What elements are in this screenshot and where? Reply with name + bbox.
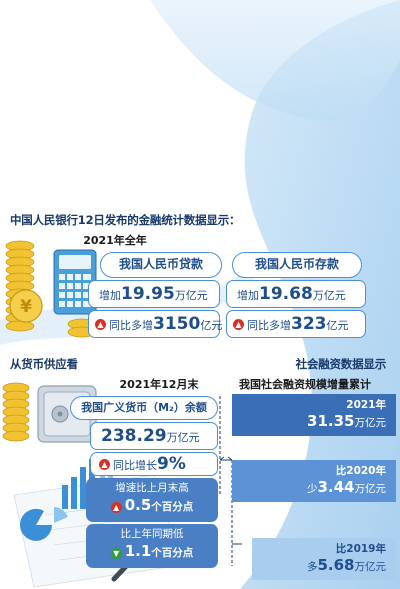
loans-increase-box: 增加19.95万亿元 [88, 280, 220, 308]
loans-yoy-value: 3150 [153, 314, 201, 334]
up-arrow-icon: ▲ [95, 319, 106, 330]
m2-vs-last-year-value: 1.1 [124, 542, 152, 560]
m2-balance-value: 238.29 [101, 426, 167, 446]
m2-vs-last-month-label: 增速比上月末高 [115, 482, 189, 494]
money-supply-section-heading: 从货币供应看 [10, 357, 78, 371]
sf-bar-vs-2020-value: 3.44 [317, 478, 355, 496]
sf-bar-vs-2020-unit: 万亿元 [354, 483, 387, 495]
m2-vs-last-month-value: 0.5 [124, 496, 152, 514]
deposits-increase-unit: 万亿元 [312, 289, 346, 302]
calculator-coins-illustration: ¥ [5, 240, 97, 338]
sf-bar-2021-value: 31.35 [307, 412, 355, 430]
up-arrow-icon: ▲ [233, 319, 244, 330]
loans-title: 我国人民币贷款 [100, 252, 222, 278]
year-heading: 2021年全年 [83, 234, 147, 247]
social-financing-section-heading: 社会融资数据显示 [295, 357, 387, 371]
sf-bar-vs-2019: 比2019年 多5.68万亿元 [252, 538, 396, 580]
m2-balance-box: 238.29万亿元 [90, 422, 218, 450]
money-supply-period: 2021年12月末 [119, 378, 199, 391]
m2-yoy-box: ▲ 同比增长9% [90, 452, 218, 476]
m2-vs-last-year-box: 比上年同期低 ▼ 1.1个百分点 [86, 524, 218, 568]
intro-heading: 中国人民银行12日发布的金融统计数据显示： [10, 213, 241, 227]
loans-yoy-prefix: 同比多增 [109, 319, 153, 332]
deposits-yoy-box: ▲ 同比多增323亿元 [226, 310, 366, 338]
svg-text:¥: ¥ [20, 297, 32, 317]
sf-bar-vs-2019-value: 5.68 [317, 556, 355, 574]
loans-increase-prefix: 增加 [99, 289, 121, 302]
deposits-increase-box: 增加19.68万亿元 [226, 280, 366, 308]
m2-vs-last-month-unit: 个百分点 [151, 501, 194, 513]
m2-vs-last-month-box: 增速比上月末高 ▲ 0.5个百分点 [86, 478, 218, 522]
sf-bar-vs-2019-unit: 万亿元 [354, 561, 387, 573]
deposits-yoy-value: 323 [291, 314, 327, 334]
sf-bar-vs-2019-prefix: 多 [306, 561, 318, 573]
sf-bar-2021-unit: 万亿元 [354, 417, 387, 429]
sf-bar-2021: 2021年 31.35万亿元 [232, 394, 396, 436]
deposits-increase-value: 19.68 [259, 284, 313, 304]
social-financing-title: 我国社会融资规模增量累计 [239, 378, 371, 391]
deposits-yoy-prefix: 同比多增 [247, 319, 291, 332]
loans-yoy-unit: 亿元 [200, 319, 223, 332]
safe-coins-illustration [2, 382, 97, 443]
m2-yoy-prefix: 同比增长 [113, 459, 157, 472]
up-arrow-icon: ▲ [110, 501, 122, 513]
loans-increase-value: 19.95 [121, 284, 175, 304]
deposits-yoy-unit: 亿元 [326, 319, 349, 332]
deposits-increase-prefix: 增加 [237, 289, 259, 302]
down-arrow-icon: ▼ [110, 547, 122, 559]
loans-yoy-box: ▲ 同比多增3150亿元 [88, 310, 223, 338]
m2-vs-last-year-label: 比上年同期低 [120, 528, 184, 540]
sf-bar-vs-2020-prefix: 少 [306, 483, 318, 495]
loans-increase-unit: 万亿元 [174, 289, 208, 302]
m2-balance-unit: 万亿元 [166, 431, 200, 444]
m2-title: 我国广义货币（M₂）余额 [70, 396, 218, 420]
deposits-title: 我国人民币存款 [232, 252, 362, 278]
m2-vs-last-year-unit: 个百分点 [151, 547, 194, 559]
sf-bar-vs-2020: 比2020年 少3.44万亿元 [232, 460, 396, 502]
sf-bar-vs-2020-label: 比2020年 [335, 465, 386, 477]
up-arrow-icon: ▲ [99, 459, 110, 470]
sf-bar-2021-label: 2021年 [346, 399, 386, 411]
sf-bar-vs-2019-label: 比2019年 [335, 543, 386, 555]
m2-yoy-value: 9% [157, 454, 186, 474]
